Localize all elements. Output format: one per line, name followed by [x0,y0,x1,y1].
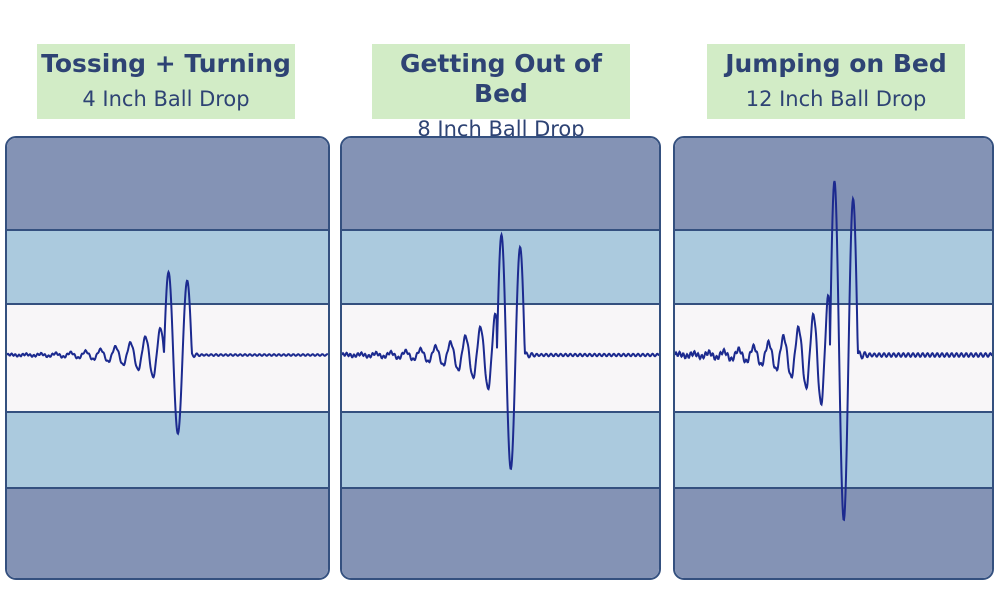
chart-2-title: Getting Out of Bed [399,49,603,108]
band-bottom [342,488,659,578]
chart-2-label: Getting Out of Bed 8 Inch Ball Drop [372,44,630,141]
band-divider [675,411,992,413]
band-divider [675,229,992,231]
band-divider [675,487,992,489]
chart-3-subtitle: 12 Inch Ball Drop [745,87,927,111]
band-divider [342,411,659,413]
chart-3-panel [673,136,994,580]
band-top [342,138,659,230]
band-lower [7,412,328,488]
chart-2-panel [340,136,661,580]
band-divider [7,229,328,231]
band-divider [7,487,328,489]
band-upper [675,230,992,304]
waveform-line [342,231,659,471]
chart-1-title: Tossing + Turning [41,49,291,78]
chart-1-plot [7,269,328,436]
waveform-line [7,269,328,436]
chart-3-label: Jumping on Bed 12 Inch Ball Drop [707,44,965,119]
band-bottom [7,488,328,578]
chart-1-panel [5,136,330,580]
band-divider [675,303,992,305]
band-divider [342,487,659,489]
band-divider [342,303,659,305]
band-upper [7,230,328,304]
waveform-line [675,180,992,522]
band-lower [342,412,659,488]
band-divider [342,229,659,231]
band-center [7,304,328,412]
band-top [7,138,328,230]
chart-3-plot [675,180,992,522]
chart-2-plot [342,231,659,471]
chart-1-label: Tossing + Turning 4 Inch Ball Drop [37,44,295,119]
band-divider [7,303,328,305]
band-center [342,304,659,412]
band-bottom [675,488,992,578]
chart-3-title: Jumping on Bed [725,49,947,78]
chart-1-subtitle: 4 Inch Ball Drop [82,87,250,111]
band-lower [675,412,992,488]
band-divider [7,411,328,413]
